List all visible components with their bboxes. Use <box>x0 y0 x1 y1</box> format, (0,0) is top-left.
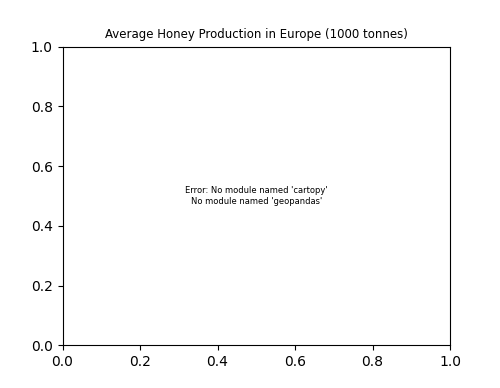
Text: Error: No module named 'cartopy'
No module named 'geopandas': Error: No module named 'cartopy' No modu… <box>185 186 328 206</box>
Title: Average Honey Production in Europe (1000 tonnes): Average Honey Production in Europe (1000… <box>105 28 408 41</box>
